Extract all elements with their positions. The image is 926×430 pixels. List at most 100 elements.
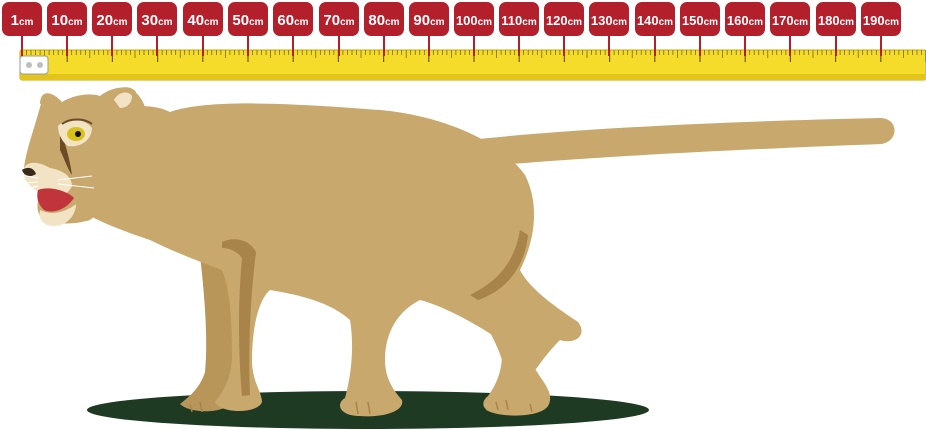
measurement-tag-180cm: 180cm <box>816 2 856 56</box>
measurement-tag-70cm: 70cm <box>319 2 359 56</box>
tag-unit: cm <box>613 17 628 28</box>
tag-label: 70cm <box>323 12 354 29</box>
cougar-icon <box>1 87 895 417</box>
cougar-brow <box>61 118 93 125</box>
tag-unit: cm <box>385 17 400 28</box>
tag-label: 40cm <box>187 12 218 29</box>
cougar-pupil <box>75 131 81 137</box>
tag-unit: cm <box>794 17 809 28</box>
measurement-tag-130cm: 130cm <box>589 2 629 56</box>
measurement-tag-140cm: 140cm <box>635 2 675 56</box>
tag-unit: cm <box>113 17 128 28</box>
tag-label: 160cm <box>727 13 763 28</box>
tag-number: 110 <box>501 13 522 28</box>
cougar-shoulder-shade <box>222 239 256 396</box>
cougar-mouth <box>37 188 74 212</box>
tag-badge <box>409 2 449 36</box>
clip-rivet-right <box>37 62 43 68</box>
measurement-tag-50cm: 50cm <box>228 2 268 56</box>
tag-badge <box>770 2 810 36</box>
tag-number: 100 <box>456 13 478 28</box>
measurement-tag-20cm: 20cm <box>92 2 132 56</box>
tag-badge <box>319 2 359 36</box>
cougar-ear-right-inner <box>114 92 132 108</box>
tag-label: 50cm <box>232 12 263 29</box>
tape-shadow <box>20 74 926 80</box>
tag-label: 90cm <box>413 12 444 29</box>
measurement-tag-160cm: 160cm <box>725 2 765 56</box>
tag-unit: cm <box>840 17 855 28</box>
tag-badge <box>861 2 901 36</box>
tag-number: 1 <box>11 12 19 29</box>
tag-unit: cm <box>704 17 719 28</box>
tag-number: 30 <box>141 12 158 29</box>
cougar-whiskers <box>1 171 95 195</box>
tag-unit: cm <box>19 17 34 28</box>
clip-rivet-left <box>26 62 32 68</box>
cougar-face-stripe <box>60 130 72 175</box>
tag-label: 120cm <box>546 13 582 28</box>
measurement-tags: 1cm 10cm 20cm 30cm 40cm 50cm 60cm 70cm 80cm 90cm 1… <box>2 2 901 56</box>
measurement-tag-110cm: 110cm <box>499 2 539 56</box>
measurement-tag-1cm: 1cm <box>2 2 42 56</box>
measurement-tag-120cm: 120cm <box>544 2 584 56</box>
tag-label: 20cm <box>96 12 127 29</box>
tag-badge <box>725 2 765 36</box>
tag-badge <box>635 2 675 36</box>
tag-badge <box>47 2 87 36</box>
tag-unit: cm <box>294 17 309 28</box>
tag-label: 110cm <box>501 13 537 28</box>
tag-label: 150cm <box>682 13 718 28</box>
tag-number: 130 <box>591 13 613 28</box>
tape-end-clip <box>19 55 49 75</box>
tag-unit: cm <box>249 17 264 28</box>
measurement-tag-100cm: 100cm <box>454 2 494 56</box>
measurement-tag-40cm: 40cm <box>183 2 223 56</box>
tag-label: 1cm <box>11 12 34 29</box>
tag-label: 80cm <box>368 12 399 29</box>
tag-label: 10cm <box>51 12 82 29</box>
tag-label: 180cm <box>818 13 854 28</box>
cougar-body <box>80 103 582 417</box>
measurement-tag-90cm: 90cm <box>409 2 449 56</box>
tag-number: 50 <box>232 12 249 29</box>
measurement-tag-10cm: 10cm <box>47 2 87 56</box>
measurement-tag-60cm: 60cm <box>273 2 313 56</box>
tag-unit: cm <box>568 17 583 28</box>
tag-badge <box>816 2 856 36</box>
tag-badge <box>228 2 268 36</box>
measurement-tag-30cm: 30cm <box>137 2 177 56</box>
tag-unit: cm <box>430 17 445 28</box>
tag-unit: cm <box>68 17 83 28</box>
cougar-nose <box>22 167 36 177</box>
tag-number: 150 <box>682 13 704 28</box>
tag-number: 120 <box>546 13 568 28</box>
tag-badge <box>680 2 720 36</box>
tag-badge <box>499 2 539 36</box>
tag-unit: cm <box>749 17 764 28</box>
tag-label: 60cm <box>277 12 308 29</box>
cougar-chin <box>39 204 76 226</box>
measurement-tag-190cm: 190cm <box>861 2 901 56</box>
tag-badge <box>137 2 177 36</box>
tag-label: 130cm <box>591 13 627 28</box>
tag-number: 70 <box>323 12 340 29</box>
measurement-tag-150cm: 150cm <box>680 2 720 56</box>
tag-number: 60 <box>277 12 294 29</box>
tag-unit: cm <box>659 17 674 28</box>
cougar-muzzle <box>24 162 72 197</box>
tag-unit: cm <box>340 17 355 28</box>
tag-badge <box>273 2 313 36</box>
tag-unit: cm <box>204 17 219 28</box>
tag-number: 10 <box>51 12 68 29</box>
tag-badge <box>454 2 494 36</box>
tag-number: 80 <box>368 12 385 29</box>
tag-badge <box>364 2 404 36</box>
tag-number: 170 <box>772 13 794 28</box>
cougar-ear-left <box>40 93 58 104</box>
tag-label: 170cm <box>772 13 808 28</box>
cougar-toes <box>189 399 533 415</box>
tag-number: 160 <box>727 13 749 28</box>
tag-label: 190cm <box>863 13 899 28</box>
